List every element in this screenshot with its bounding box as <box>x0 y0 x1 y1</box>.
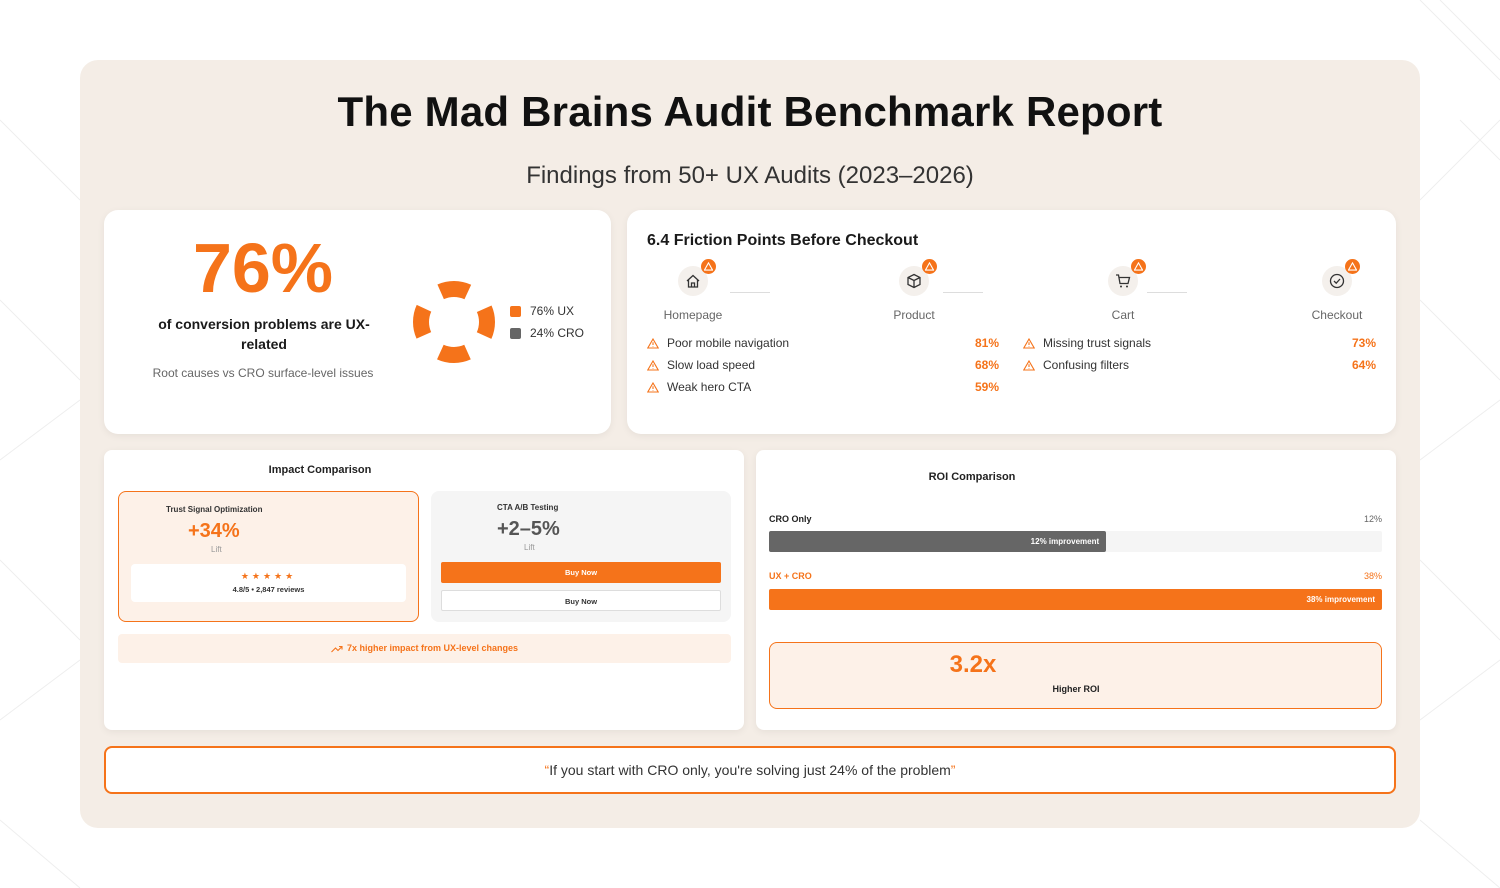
alert-badge-icon <box>1345 259 1360 274</box>
quote-banner: “If you start with CRO only, you're solv… <box>104 746 1396 794</box>
roi-multiplier-box: 3.2x Higher ROI <box>769 642 1382 709</box>
page-subtitle: Findings from 50+ UX Audits (2023–2026) <box>526 162 974 189</box>
warning-icon <box>647 359 659 371</box>
box-icon <box>907 273 921 289</box>
roi-row-pct: 12% <box>1363 514 1382 524</box>
legend-label-ux: 76% UX <box>530 304 575 318</box>
issue-pct: 59% <box>974 380 999 394</box>
roi-multiplier-value: 3.2x <box>949 651 997 678</box>
step-label: Homepage <box>663 308 723 322</box>
trust-signal-box: Trust Signal Optimization +34% Lift ★★★★… <box>118 491 419 622</box>
quote-close-mark: ” <box>950 762 956 778</box>
issue-label: Poor mobile navigation <box>667 336 790 350</box>
issue-label: Slow load speed <box>667 358 756 372</box>
home-icon <box>686 274 700 288</box>
step-product: Product <box>864 259 964 322</box>
roi-bar-label: 12% improvement <box>1030 537 1100 546</box>
roi-bar-label: 38% improvement <box>1306 595 1375 604</box>
step-connector <box>943 292 983 293</box>
legend-item-ux: 76% UX <box>510 304 584 318</box>
roi-row-label: UX + CRO <box>769 571 812 581</box>
step-label: Product <box>893 308 935 322</box>
issue-item: Missing trust signals <box>1023 336 1151 350</box>
donut-legend: 76% UX 24% CRO <box>510 304 584 348</box>
donut-segments <box>413 281 495 363</box>
legend-swatch-cro <box>510 327 521 339</box>
step-label: Cart <box>1111 308 1135 322</box>
roi-multiplier-label: Higher ROI <box>1052 684 1100 694</box>
issue-label: Weak hero CTA <box>667 380 752 394</box>
step-checkout: Checkout <box>1287 259 1387 322</box>
ux-share-value: 76% <box>192 229 334 307</box>
issue-pct: 81% <box>974 336 999 350</box>
issue-item: Slow load speed <box>647 358 755 372</box>
warning-icon <box>1023 337 1035 349</box>
roi-track: 12% improvement <box>769 531 1382 552</box>
roi-card: ROI Comparison CRO Only 12% 12% improvem… <box>756 450 1396 730</box>
issue-pct: 68% <box>974 358 999 372</box>
step-label: Checkout <box>1311 308 1363 322</box>
page-title: The Mad Brains Audit Benchmark Report <box>337 88 1163 135</box>
cta-testing-box: CTA A/B Testing +2–5% Lift Buy Now Buy N… <box>431 491 731 622</box>
roi-bar-cro-only: 12% improvement <box>769 531 1107 552</box>
report-panel: The Mad Brains Audit Benchmark Report Fi… <box>80 60 1420 828</box>
trust-value: +34% <box>188 520 240 542</box>
trust-lift-label: Lift <box>211 545 222 554</box>
ux-share-card: 76% of conversion problems are UX-relate… <box>104 210 611 434</box>
issue-pct: 73% <box>1351 336 1376 350</box>
ux-share-label: of conversion problems are UX-related <box>158 316 370 352</box>
friction-card: 6.4 Friction Points Before Checkout Home… <box>627 210 1396 434</box>
cta-lift-label: Lift <box>524 543 535 552</box>
friction-title: 6.4 Friction Points Before Checkout <box>647 232 919 249</box>
roi-bar-ux-cro: 38% improvement <box>769 589 1382 610</box>
issue-item: Weak hero CTA <box>647 380 751 394</box>
issue-label: Missing trust signals <box>1043 336 1152 350</box>
review-summary: 4.8/5 • 2,847 reviews <box>232 585 305 594</box>
impact-summary-text: 7x higher impact from UX-level changes <box>346 643 519 653</box>
cta-value: +2–5% <box>497 518 560 540</box>
ux-share-sublabel: Root causes vs CRO surface-level issues <box>152 366 374 380</box>
legend-swatch-ux <box>510 305 521 317</box>
quote-open-mark: “ <box>544 762 550 778</box>
star-rating-icon: ★★★★★ <box>240 571 297 581</box>
quote-text: If you start with CRO only, you're solvi… <box>549 762 951 778</box>
buy-now-button-secondary[interactable]: Buy Now <box>441 590 721 611</box>
alert-badge-icon <box>922 259 937 274</box>
cta-label: CTA A/B Testing <box>497 503 559 512</box>
step-connector <box>1147 292 1187 293</box>
warning-icon <box>1023 359 1035 371</box>
step-connector <box>730 292 770 293</box>
ux-cro-donut <box>413 281 495 363</box>
legend-label-cro: 24% CRO <box>530 326 585 340</box>
review-widget: ★★★★★ 4.8/5 • 2,847 reviews <box>131 564 406 602</box>
impact-card: Impact Comparison Trust Signal Optimizat… <box>104 450 744 730</box>
cart-icon <box>1116 274 1131 288</box>
trending-up-icon <box>331 645 343 653</box>
warning-icon <box>647 381 659 393</box>
roi-row-label: CRO Only <box>769 514 812 524</box>
step-homepage: Homepage <box>643 259 743 322</box>
warning-icon <box>647 337 659 349</box>
alert-badge-icon <box>1131 259 1146 274</box>
step-cart: Cart <box>1073 259 1173 322</box>
issue-label: Confusing filters <box>1043 358 1130 372</box>
issue-item: Confusing filters <box>1023 358 1129 372</box>
alert-badge-icon <box>701 259 716 274</box>
impact-title: Impact Comparison <box>268 464 372 476</box>
legend-item-cro: 24% CRO <box>510 326 584 340</box>
roi-row-pct: 38% <box>1363 571 1382 581</box>
trust-label: Trust Signal Optimization <box>166 505 263 514</box>
check-circle-icon <box>1329 273 1345 289</box>
buy-now-button-primary[interactable]: Buy Now <box>441 562 721 583</box>
roi-title: ROI Comparison <box>928 471 1016 483</box>
impact-summary-bar: 7x higher impact from UX-level changes <box>118 634 731 663</box>
issue-item: Poor mobile navigation <box>647 336 789 350</box>
issue-pct: 64% <box>1351 358 1376 372</box>
roi-track: 38% improvement <box>769 589 1382 610</box>
